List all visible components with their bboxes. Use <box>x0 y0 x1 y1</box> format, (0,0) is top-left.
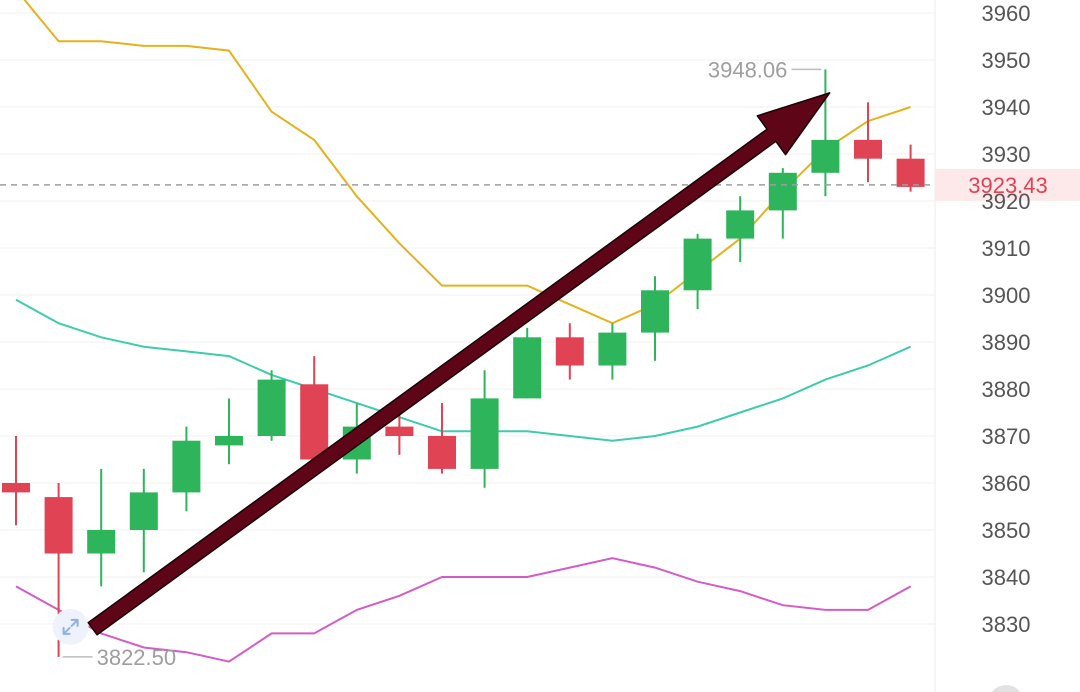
scroll-handle[interactable] <box>988 685 1024 692</box>
price-tick-label: 3850 <box>982 518 1031 543</box>
expand-icon[interactable] <box>52 608 89 645</box>
price-tick-label: 3900 <box>982 283 1031 308</box>
candle-up <box>129 468 158 573</box>
candle-down <box>555 323 584 380</box>
candle-body <box>2 483 30 493</box>
candle-body <box>385 426 414 436</box>
candle-body <box>513 337 542 399</box>
price-tick-label: 3960 <box>982 1 1031 26</box>
candle-down <box>428 403 456 474</box>
candle-up <box>87 468 116 587</box>
upper-band-line <box>23 0 911 325</box>
candle-up <box>257 370 286 441</box>
candle-body <box>768 172 797 211</box>
candle-body <box>854 139 882 159</box>
candle-body <box>598 332 627 366</box>
low-price-label: 3822.50 <box>97 645 177 670</box>
price-tick-label: 3910 <box>982 236 1031 261</box>
lower-band-line <box>15 557 912 663</box>
candle-body <box>257 379 286 436</box>
candle-down <box>896 144 925 192</box>
candle-down <box>300 356 329 460</box>
price-tick-label: 3880 <box>982 377 1031 402</box>
price-tick-label: 3830 <box>982 612 1031 637</box>
bollinger-bands <box>15 0 912 663</box>
candle-body <box>44 497 73 554</box>
candles <box>2 69 925 657</box>
candle-body <box>641 290 669 333</box>
price-tick-label: 3840 <box>982 565 1031 590</box>
candle-body <box>428 436 456 469</box>
price-tick-label: 3860 <box>982 471 1031 496</box>
price-tick-label: 3940 <box>982 95 1031 120</box>
price-tick-label: 3920 <box>982 189 1031 214</box>
candle-up <box>513 327 542 399</box>
candle-up <box>768 168 797 239</box>
low-annotation: 3822.50 <box>62 645 177 670</box>
candle-down <box>2 436 30 526</box>
candle-up <box>172 426 201 512</box>
current-price-badge <box>935 168 1080 201</box>
candle-body <box>896 158 925 187</box>
trend-arrow <box>87 92 831 636</box>
candle-body <box>811 139 840 173</box>
candle-body <box>300 384 329 460</box>
candle-up <box>598 323 627 380</box>
candle-up <box>683 233 712 310</box>
candle-body <box>172 440 201 493</box>
high-price-label: 3948.06 <box>708 57 788 82</box>
price-tick-label: 3930 <box>982 142 1031 167</box>
candle-body <box>555 337 584 366</box>
grid-lines <box>0 12 935 625</box>
middle-band-line <box>15 298 912 442</box>
high-annotation: 3948.06 <box>708 57 822 82</box>
candle-up <box>726 196 755 263</box>
candle-down <box>385 412 414 455</box>
candle-body <box>470 398 499 469</box>
candle-up <box>215 398 243 465</box>
price-tick-label: 3890 <box>982 330 1031 355</box>
candle-body <box>683 238 712 291</box>
current-price-label: 3923.43 <box>968 173 1048 198</box>
candle-body <box>726 210 755 239</box>
candle-up <box>470 370 499 488</box>
candle-body <box>215 436 243 446</box>
candle-down <box>44 483 73 657</box>
price-tick-label: 3870 <box>982 424 1031 449</box>
candle-up <box>641 276 669 361</box>
price-tick-label: 3950 <box>982 48 1031 73</box>
candle-body <box>129 492 158 530</box>
candle-body <box>87 530 116 554</box>
candle-up <box>811 69 840 197</box>
candle-down <box>854 102 882 183</box>
current-price-line: 3923.43 <box>0 168 1080 201</box>
price-axis: 3830 3840 3850 3860 3870 3880 3890 3900 3910 3920… <box>934 0 1031 692</box>
